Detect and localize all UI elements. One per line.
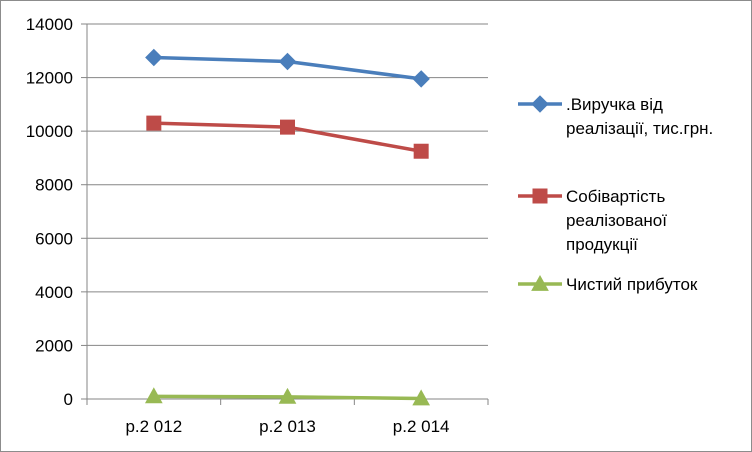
data-point (278, 52, 297, 71)
y-tick-label: 10000 (26, 122, 73, 141)
data-point (278, 387, 297, 404)
legend-label: Собівартість (566, 187, 665, 206)
legend-label: реалізації, тис.грн. (566, 119, 713, 138)
legend-label: Чистий прибуток (566, 275, 698, 294)
data-point (145, 48, 163, 67)
x-tick-label: р.2 012 (125, 417, 182, 436)
legend-marker (532, 188, 548, 204)
y-tick-label: 0 (64, 390, 73, 409)
x-tick-labels: р.2 012 р.2 013 р.2 014 (125, 417, 449, 436)
y-tick-label: 4000 (35, 283, 73, 302)
legend-marker (531, 95, 549, 113)
x-tick-label: р.2 013 (259, 417, 316, 436)
x-tick-label: р.2 014 (393, 417, 450, 436)
y-tick-label: 14000 (26, 15, 73, 34)
legend-label: продукції (566, 235, 638, 254)
legend-marker (531, 274, 549, 291)
y-tick-label: 12000 (26, 69, 73, 88)
series-layer (144, 48, 431, 406)
y-tick-labels: 0 2000 4000 6000 8000 10000 12000 14000 (26, 15, 73, 409)
data-point (413, 143, 429, 159)
y-tick-label: 6000 (35, 229, 73, 248)
gridlines (87, 23, 488, 346)
y-tick-label: 2000 (35, 336, 73, 355)
data-point (412, 70, 430, 88)
legend-label: .Виручка від (566, 95, 663, 114)
data-point (412, 389, 431, 406)
legend-label: реалізованої (566, 211, 667, 230)
legend: .Виручка від реалізації, тис.грн. Собіварт… (518, 95, 713, 294)
data-point (280, 119, 295, 135)
data-point (144, 387, 163, 404)
y-tick-label: 8000 (35, 176, 73, 195)
data-point (146, 115, 162, 131)
